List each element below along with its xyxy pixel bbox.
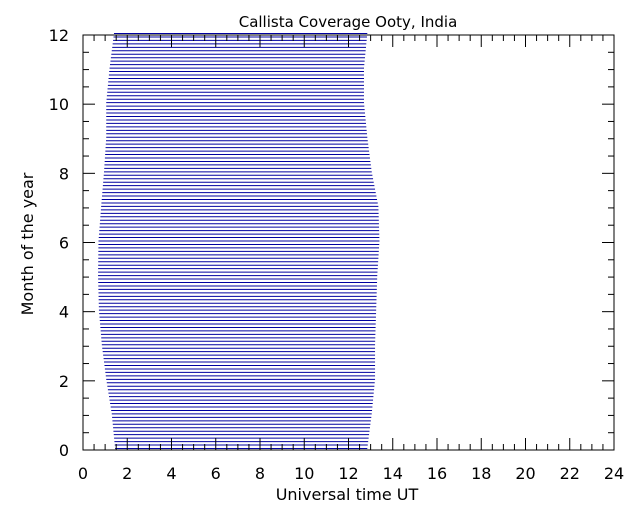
x-tick-label: 8 bbox=[255, 464, 265, 483]
y-tick-label: 2 bbox=[59, 372, 69, 391]
x-tick-label: 24 bbox=[604, 464, 624, 483]
x-tick-label: 10 bbox=[294, 464, 314, 483]
x-tick-label: 6 bbox=[211, 464, 221, 483]
x-axis-ticks bbox=[82, 35, 615, 450]
y-tick-label: 6 bbox=[59, 234, 69, 253]
x-tick-label: 16 bbox=[427, 464, 447, 483]
y-tick-label: 0 bbox=[59, 441, 69, 460]
y-axis-label: Month of the year bbox=[18, 172, 37, 315]
x-tick-label: 4 bbox=[166, 464, 176, 483]
x-tick-label: 14 bbox=[383, 464, 403, 483]
y-tick-label: 10 bbox=[49, 95, 69, 114]
x-tick-label: 2 bbox=[122, 464, 132, 483]
x-tick-label: 22 bbox=[560, 464, 580, 483]
plot-area-frame bbox=[82, 34, 615, 451]
y-axis-tick-labels: 0 2 4 6 8 10 12 bbox=[49, 26, 69, 460]
y-tick-label: 4 bbox=[59, 303, 69, 322]
x-tick-label: 20 bbox=[515, 464, 535, 483]
y-axis-ticks bbox=[83, 34, 614, 451]
y-tick-label: 8 bbox=[59, 164, 69, 183]
coverage-lines bbox=[98, 33, 380, 449]
x-axis-label: Universal time UT bbox=[276, 485, 419, 504]
x-tick-label: 12 bbox=[338, 464, 358, 483]
chart-title: Callista Coverage Ooty, India bbox=[239, 13, 458, 31]
y-tick-label: 12 bbox=[49, 26, 69, 45]
x-tick-label: 18 bbox=[471, 464, 491, 483]
x-tick-label: 0 bbox=[78, 464, 88, 483]
x-axis-tick-labels: 0 2 4 6 8 10 12 14 16 18 20 22 24 bbox=[78, 464, 624, 483]
